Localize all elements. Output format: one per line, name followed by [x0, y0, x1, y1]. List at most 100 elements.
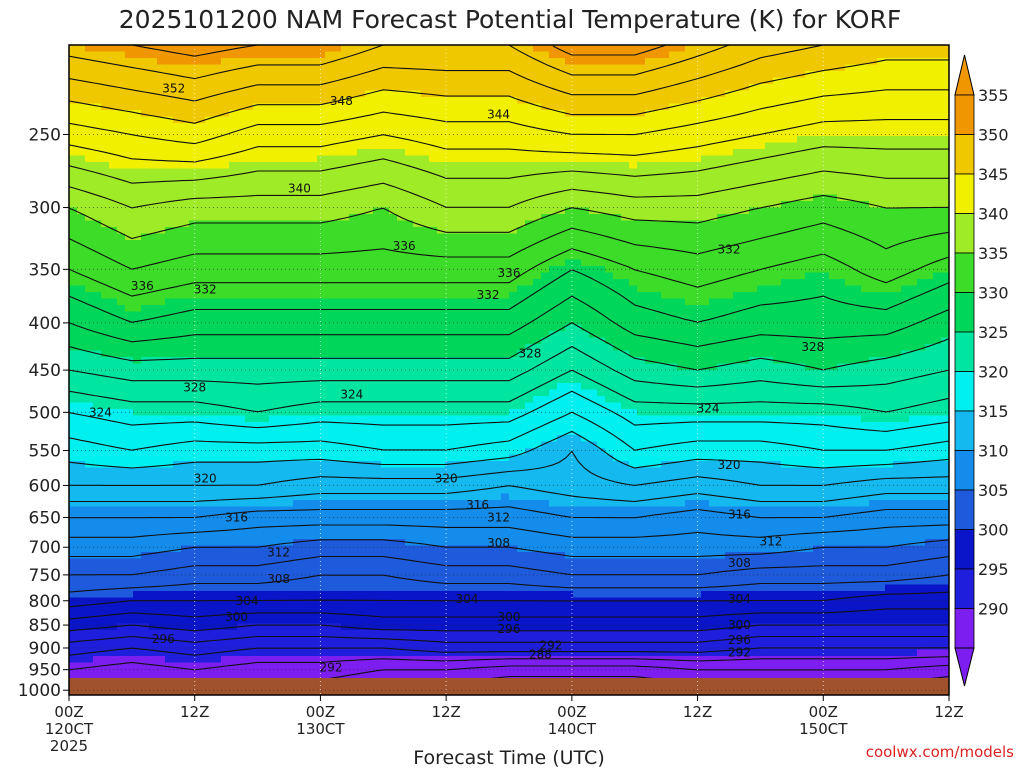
heat-cell	[397, 324, 406, 332]
heat-cell	[789, 97, 798, 105]
heat-cell	[357, 97, 366, 105]
heat-cell	[605, 103, 614, 111]
heat-cell	[381, 188, 390, 196]
heat-cell	[773, 123, 782, 131]
heat-cell	[429, 136, 438, 144]
heat-cell	[837, 246, 846, 254]
heat-cell	[549, 240, 558, 248]
heat-cell	[701, 129, 710, 137]
heat-cell	[597, 298, 606, 306]
heat-cell	[525, 58, 534, 66]
heat-cell	[701, 279, 710, 287]
heat-cell	[645, 97, 654, 105]
heat-cell	[277, 90, 286, 98]
heat-cell	[877, 64, 886, 72]
heat-cell	[661, 129, 670, 137]
heat-cell	[693, 168, 702, 176]
heat-cell	[893, 90, 902, 98]
heat-cell	[309, 240, 318, 248]
heat-cell	[629, 129, 638, 137]
heat-cell	[301, 188, 310, 196]
heat-cell	[197, 272, 206, 280]
heat-cell	[829, 240, 838, 248]
heat-cell	[861, 64, 870, 72]
heat-cell	[789, 233, 798, 241]
heat-cell	[77, 90, 86, 98]
heat-cell	[325, 168, 334, 176]
heat-cell	[525, 311, 534, 319]
heat-cell	[157, 246, 166, 254]
heat-cell	[373, 123, 382, 131]
heat-cell	[317, 97, 326, 105]
heat-cell	[77, 84, 86, 92]
heat-cell	[637, 305, 646, 313]
heat-cell	[597, 279, 606, 287]
heat-cell	[693, 90, 702, 98]
heat-cell	[829, 214, 838, 222]
heat-cell	[701, 253, 710, 261]
heat-cell	[589, 116, 598, 124]
heat-cell	[589, 181, 598, 189]
heat-cell	[117, 233, 126, 241]
heat-cell	[917, 58, 926, 66]
heat-cell	[869, 71, 878, 79]
heat-cell	[741, 123, 750, 131]
heat-cell	[293, 45, 302, 53]
heat-cell	[293, 201, 302, 209]
heat-cell	[349, 129, 358, 137]
heat-cell	[533, 155, 542, 163]
heat-cell	[645, 207, 654, 215]
heat-cell	[349, 64, 358, 72]
heat-cell	[789, 181, 798, 189]
heat-cell	[877, 110, 886, 118]
heat-cell	[205, 97, 214, 105]
heat-cell	[781, 58, 790, 66]
heat-cell	[621, 116, 630, 124]
heat-cell	[541, 292, 550, 300]
heat-cell	[757, 45, 766, 53]
heat-cell	[165, 90, 174, 98]
heat-cell	[813, 142, 822, 150]
heat-cell	[413, 181, 422, 189]
heat-cell	[757, 207, 766, 215]
heat-cell	[757, 253, 766, 261]
heat-cell	[933, 207, 942, 215]
heat-cell	[485, 246, 494, 254]
heat-cell	[677, 188, 686, 196]
heat-cell	[357, 51, 366, 59]
heat-cell	[741, 136, 750, 144]
heat-cell	[685, 142, 694, 150]
heat-cell	[613, 253, 622, 261]
heat-cell	[517, 45, 526, 53]
heat-cell	[269, 58, 278, 66]
heat-cell	[525, 64, 534, 72]
heat-cell	[325, 181, 334, 189]
heat-cell	[85, 149, 94, 157]
heat-cell	[429, 162, 438, 170]
heat-cell	[125, 305, 134, 313]
heat-cell	[605, 149, 614, 157]
heat-cell	[213, 227, 222, 235]
heat-cell	[149, 64, 158, 72]
heat-cell	[709, 110, 718, 118]
heat-cell	[277, 181, 286, 189]
heat-cell	[69, 201, 78, 209]
heat-cell	[685, 97, 694, 105]
heat-cell	[685, 305, 694, 313]
heat-cell	[245, 272, 254, 280]
heat-cell	[213, 123, 222, 131]
heat-cell	[77, 175, 86, 183]
heat-cell	[253, 162, 262, 170]
heat-cell	[893, 201, 902, 209]
heat-cell	[357, 129, 366, 137]
heat-cell	[629, 97, 638, 105]
heat-cell	[765, 259, 774, 267]
heat-cell	[893, 77, 902, 85]
heat-cell	[901, 194, 910, 202]
heat-cell	[933, 259, 942, 267]
heat-cell	[605, 45, 614, 53]
heat-cell	[405, 253, 414, 261]
heat-cell	[893, 220, 902, 228]
heat-cell	[629, 45, 638, 53]
heat-cell	[685, 259, 694, 267]
